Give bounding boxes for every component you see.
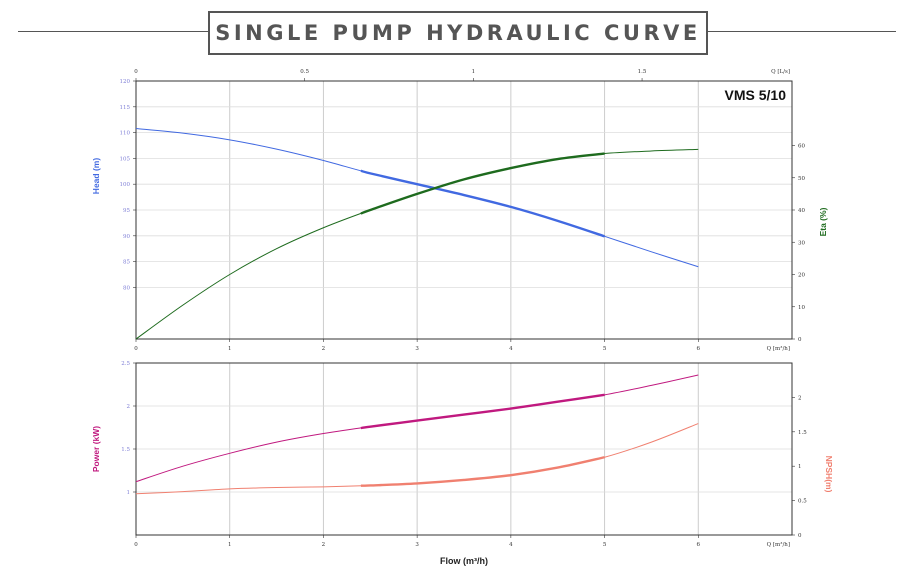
model-label: VMS 5/10: [725, 87, 787, 103]
upper-y-left-tick-label: 100: [120, 182, 131, 188]
top-axis-unit-label: Q [L/s]: [771, 69, 790, 75]
upper-y-left-tick-label: 80: [123, 285, 130, 291]
top-axis-tick-label: 1.5: [638, 69, 647, 75]
lower-y-right-tick-label: 2: [798, 395, 802, 401]
title-rule-left: [18, 31, 208, 32]
lower-y-right-tick-label: 0: [798, 533, 802, 539]
upper-y-left-axis-title: Head (m): [91, 158, 101, 195]
top-axis-tick-label: 0.5: [300, 69, 309, 75]
lower-x-tick-label: 3: [415, 542, 419, 548]
lower-x-tick-label: 4: [509, 542, 513, 548]
lower-y-left-tick-label: 2.5: [121, 361, 130, 367]
lower-y-right-tick-label: 1.5: [798, 430, 807, 436]
upper-x-tick-label: 6: [697, 346, 701, 352]
upper-y-right-tick-label: 0: [798, 337, 802, 343]
upper-y-left-tick-label: 110: [120, 131, 131, 137]
upper-y-right-tick-label: 10: [798, 305, 805, 311]
lower-series-1-operating-range: [360, 456, 605, 487]
upper-x-tick-label: 2: [322, 346, 326, 352]
chart-title-box: SINGLE PUMP HYDRAULIC CURVE: [208, 11, 708, 55]
lower-x-tick-label: 1: [228, 542, 232, 548]
upper-y-right-tick-label: 40: [798, 208, 805, 214]
lower-y-left-tick-label: 2: [127, 404, 131, 410]
upper-y-left-tick-label: 120: [120, 79, 131, 85]
upper-x-tick-label: 3: [415, 346, 419, 352]
chart-title: SINGLE PUMP HYDRAULIC CURVE: [215, 21, 701, 45]
upper-y-left-tick-label: 115: [120, 105, 131, 111]
upper-y-left-tick-label: 85: [123, 260, 130, 266]
upper-y-left-tick-label: 105: [120, 156, 131, 162]
lower-y-right-tick-label: 1: [798, 464, 802, 470]
upper-y-right-tick-label: 30: [798, 240, 805, 246]
upper-x-tick-label: 5: [603, 346, 607, 352]
lower-series-0-operating-range: [360, 393, 605, 430]
upper-series-0-operating-range: [360, 169, 605, 238]
upper-y-right-tick-label: 50: [798, 176, 805, 182]
lower-x-tick-label: 6: [697, 542, 701, 548]
lower-x-tick-label: 2: [322, 542, 326, 548]
upper-x-tick-label: 0: [134, 346, 138, 352]
lower-y-left-tick-label: 1.5: [121, 447, 130, 453]
top-axis-tick-label: 1: [472, 69, 476, 75]
lower-x-unit-label: Q [m³/h]: [767, 541, 790, 548]
lower-y-right-tick-label: 0.5: [798, 499, 807, 505]
lower-y-left-tick-label: 1: [127, 490, 131, 496]
upper-x-tick-label: 4: [509, 346, 513, 352]
title-rule-right: [706, 31, 896, 32]
top-axis-tick-label: 0: [134, 69, 138, 75]
upper-series-1-operating-range: [360, 152, 605, 215]
upper-y-left-tick-label: 95: [123, 208, 130, 214]
upper-x-tick-label: 1: [228, 346, 232, 352]
flow-axis-title: Flow (m³/h): [440, 556, 488, 566]
lower-x-tick-label: 5: [603, 542, 607, 548]
upper-y-right-tick-label: 20: [798, 273, 805, 279]
upper-y-right-axis-title: Eta (%): [818, 207, 828, 236]
upper-y-right-tick-label: 60: [798, 144, 805, 150]
lower-y-left-axis-title: Power (kW): [91, 426, 101, 472]
upper-x-unit-label: Q [m³/h]: [767, 345, 790, 352]
lower-x-tick-label: 0: [134, 542, 138, 548]
upper-y-left-tick-label: 90: [123, 234, 130, 240]
lower-y-right-axis-title: NPSH(m): [824, 456, 834, 493]
